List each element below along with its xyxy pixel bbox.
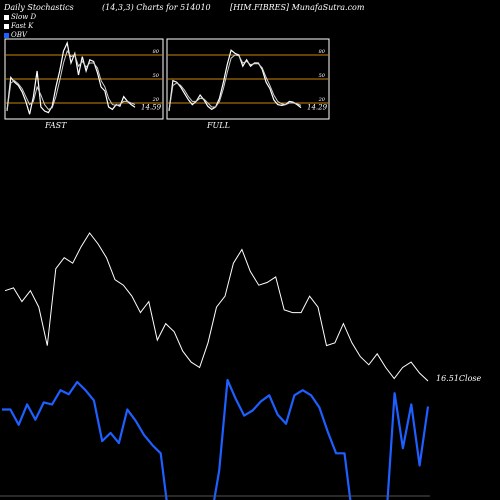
price-last-value-label: 16.51Close (436, 374, 482, 383)
fast-level-label: 20 (152, 97, 160, 103)
fast-level-label: 80 (153, 49, 160, 55)
full-level-label: 20 (318, 97, 326, 103)
fast-panel-label: FAST (45, 121, 67, 130)
legend-obv: OBV (4, 31, 27, 39)
chart-title-middle: (14,3,3) Charts for 514010 (102, 3, 211, 12)
legend-label-slow-d: Slow D (11, 13, 37, 21)
legend-label-obv: OBV (11, 31, 27, 39)
full-series-line (168, 49, 302, 112)
legend-slow-d: Slow D (4, 13, 36, 21)
chart-title-right: [HIM.FIBRES] MunafaSutra.com (230, 3, 365, 12)
legend-swatch-slow-d (4, 14, 9, 20)
full-series-line (168, 54, 302, 112)
fast-series-line (6, 49, 136, 112)
legend-label-fast-k: Fast K (11, 22, 34, 30)
legend-swatch-obv (4, 32, 9, 38)
full-level-label: 80 (319, 49, 326, 55)
legend-swatch-fast-k (4, 23, 9, 29)
fast-series-line (6, 41, 136, 115)
chart-title-left: Daily Stochastics (4, 3, 74, 12)
full-panel-label: FULL (207, 121, 230, 130)
full-last-value-label: 14.29 (307, 104, 328, 112)
price-line (4, 232, 429, 382)
legend-fast-k: Fast K (4, 22, 33, 30)
obv-line (2, 378, 430, 500)
full-level-label: 50 (319, 73, 326, 79)
fast-last-value-label: 14.59 (141, 103, 162, 111)
fast-level-label: 50 (153, 73, 160, 79)
